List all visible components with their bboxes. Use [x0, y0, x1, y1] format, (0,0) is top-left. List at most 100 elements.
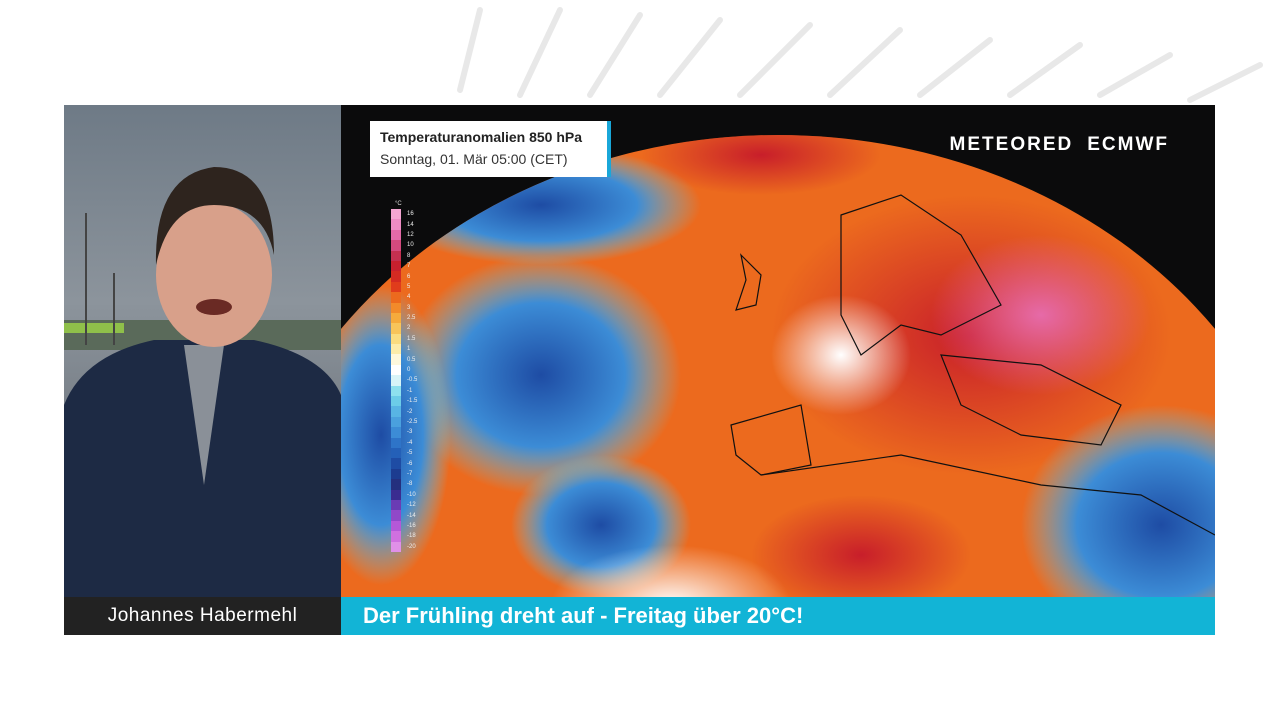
legend-swatch [391, 219, 401, 230]
weather-map: Temperaturanomalien 850 hPa Sonntag, 01.… [341, 105, 1215, 597]
legend-label: 1 [407, 346, 411, 353]
legend-swatch [391, 437, 401, 448]
legend-label: 2 [407, 325, 411, 332]
legend-swatch [391, 375, 401, 386]
legend-entry: 10 [391, 240, 421, 251]
legend-swatch [391, 344, 401, 355]
legend-label: 7 [407, 263, 411, 270]
legend-label: -20 [407, 543, 416, 550]
legend-swatch [391, 499, 401, 511]
legend-swatch [391, 333, 401, 345]
legend-entry: -3 [391, 427, 421, 438]
legend-label: -1.5 [407, 398, 418, 405]
legend-label: 5 [407, 283, 411, 290]
legend-swatch [391, 447, 401, 459]
legend-entry: 12 [391, 229, 421, 241]
legend-label: 14 [407, 221, 414, 228]
legend-swatch [391, 260, 401, 272]
legend-swatch [391, 510, 401, 521]
legend-label: -16 [407, 522, 416, 529]
presenter-video [64, 105, 341, 597]
ecmwf-logo: ECMWF [1087, 134, 1169, 155]
legend-label: 1.5 [407, 335, 416, 342]
headline-banner: Der Frühling dreht auf - Freitag über 20… [341, 597, 1215, 635]
legend-label: 2.5 [407, 315, 416, 322]
legend-swatch [391, 354, 401, 365]
legend-label: 16 [407, 211, 414, 218]
legend-label: 10 [407, 242, 414, 249]
legend-entry: -8 [391, 479, 421, 490]
legend-swatch [391, 385, 401, 397]
legend-entry: 6 [391, 271, 421, 282]
legend-entry: 0.5 [391, 354, 421, 365]
presenter-figure [64, 167, 341, 597]
legend-label: 12 [407, 231, 414, 238]
legend-label: -18 [407, 533, 416, 540]
legend-entry: 5 [391, 281, 421, 293]
legend-swatch [391, 396, 401, 407]
legend-entry: -12 [391, 499, 421, 511]
legend-swatch [391, 323, 401, 334]
legend-label: -2.5 [407, 419, 418, 425]
legend-swatch [391, 364, 401, 376]
legend-entry: 0 [391, 364, 421, 376]
legend-entry: -1.5 [391, 396, 421, 407]
legend-entry: -18 [391, 531, 421, 542]
legend-entry: -20 [391, 541, 421, 552]
legend-swatch [391, 229, 401, 241]
legend-swatch [391, 468, 401, 480]
legend-entry: 8 [391, 250, 421, 261]
legend-entry: -4 [391, 437, 421, 448]
legend-swatch [391, 531, 401, 542]
legend-swatch [391, 541, 401, 552]
legend-label: 0 [407, 367, 411, 374]
legend-entry: -10 [391, 489, 421, 500]
legend-swatch [391, 292, 401, 303]
color-legend: °C 16 14 12 10 8 7 6 5 4 3 2.5 2 1.5 1 0.5 0 -0.5 -1 -1.5 -… [391, 201, 421, 552]
legend-entry: -5 [391, 447, 421, 459]
legend-entry: 4 [391, 292, 421, 303]
legend-entry: 1 [391, 344, 421, 355]
legend-swatch [391, 427, 401, 438]
legend-label: -6 [407, 460, 413, 467]
legend-swatch [391, 406, 401, 417]
legend-swatch [391, 479, 401, 490]
legend-label: 8 [407, 252, 411, 259]
legend-label: 4 [407, 294, 411, 301]
legend-entry: -0.5 [391, 375, 421, 386]
legend-label: -0.5 [407, 377, 418, 384]
logos: METEORED ECMWF [950, 134, 1169, 156]
legend-entry: 16 [391, 209, 421, 220]
legend-entry: 2 [391, 323, 421, 334]
legend-swatch [391, 271, 401, 282]
map-timestamp: Sonntag, 01. Mär 05:00 (CET) [380, 151, 568, 167]
legend-label: -4 [407, 439, 413, 446]
legend-label: -1 [407, 387, 413, 394]
legend-swatch [391, 240, 401, 251]
legend-swatch [391, 281, 401, 293]
legend-entry: -14 [391, 510, 421, 521]
legend-entry: -6 [391, 458, 421, 469]
legend-entry: 2.5 [391, 312, 421, 324]
legend-entry: -16 [391, 520, 421, 532]
legend-unit: °C [395, 201, 402, 207]
legend-entry: -1 [391, 385, 421, 397]
legend-entry: 1.5 [391, 333, 421, 345]
legend-label: 6 [407, 273, 411, 280]
temperature-anomaly-globe [341, 135, 1215, 597]
legend-label: -8 [407, 481, 413, 488]
legend-label: -14 [407, 512, 416, 519]
map-title: Temperaturanomalien 850 hPa [380, 129, 583, 145]
map-info-box: Temperaturanomalien 850 hPa Sonntag, 01.… [370, 121, 611, 177]
legend-label: -5 [407, 450, 413, 457]
legend-label: -10 [407, 491, 416, 498]
legend-swatch [391, 302, 401, 313]
legend-swatch [391, 312, 401, 324]
legend-entry: -2 [391, 406, 421, 417]
legend-swatch [391, 520, 401, 532]
legend-swatch [391, 489, 401, 500]
meteored-logo: METEORED [949, 134, 1074, 155]
legend-entry: 14 [391, 219, 421, 230]
legend-swatch [391, 209, 401, 220]
legend-swatch [391, 458, 401, 469]
